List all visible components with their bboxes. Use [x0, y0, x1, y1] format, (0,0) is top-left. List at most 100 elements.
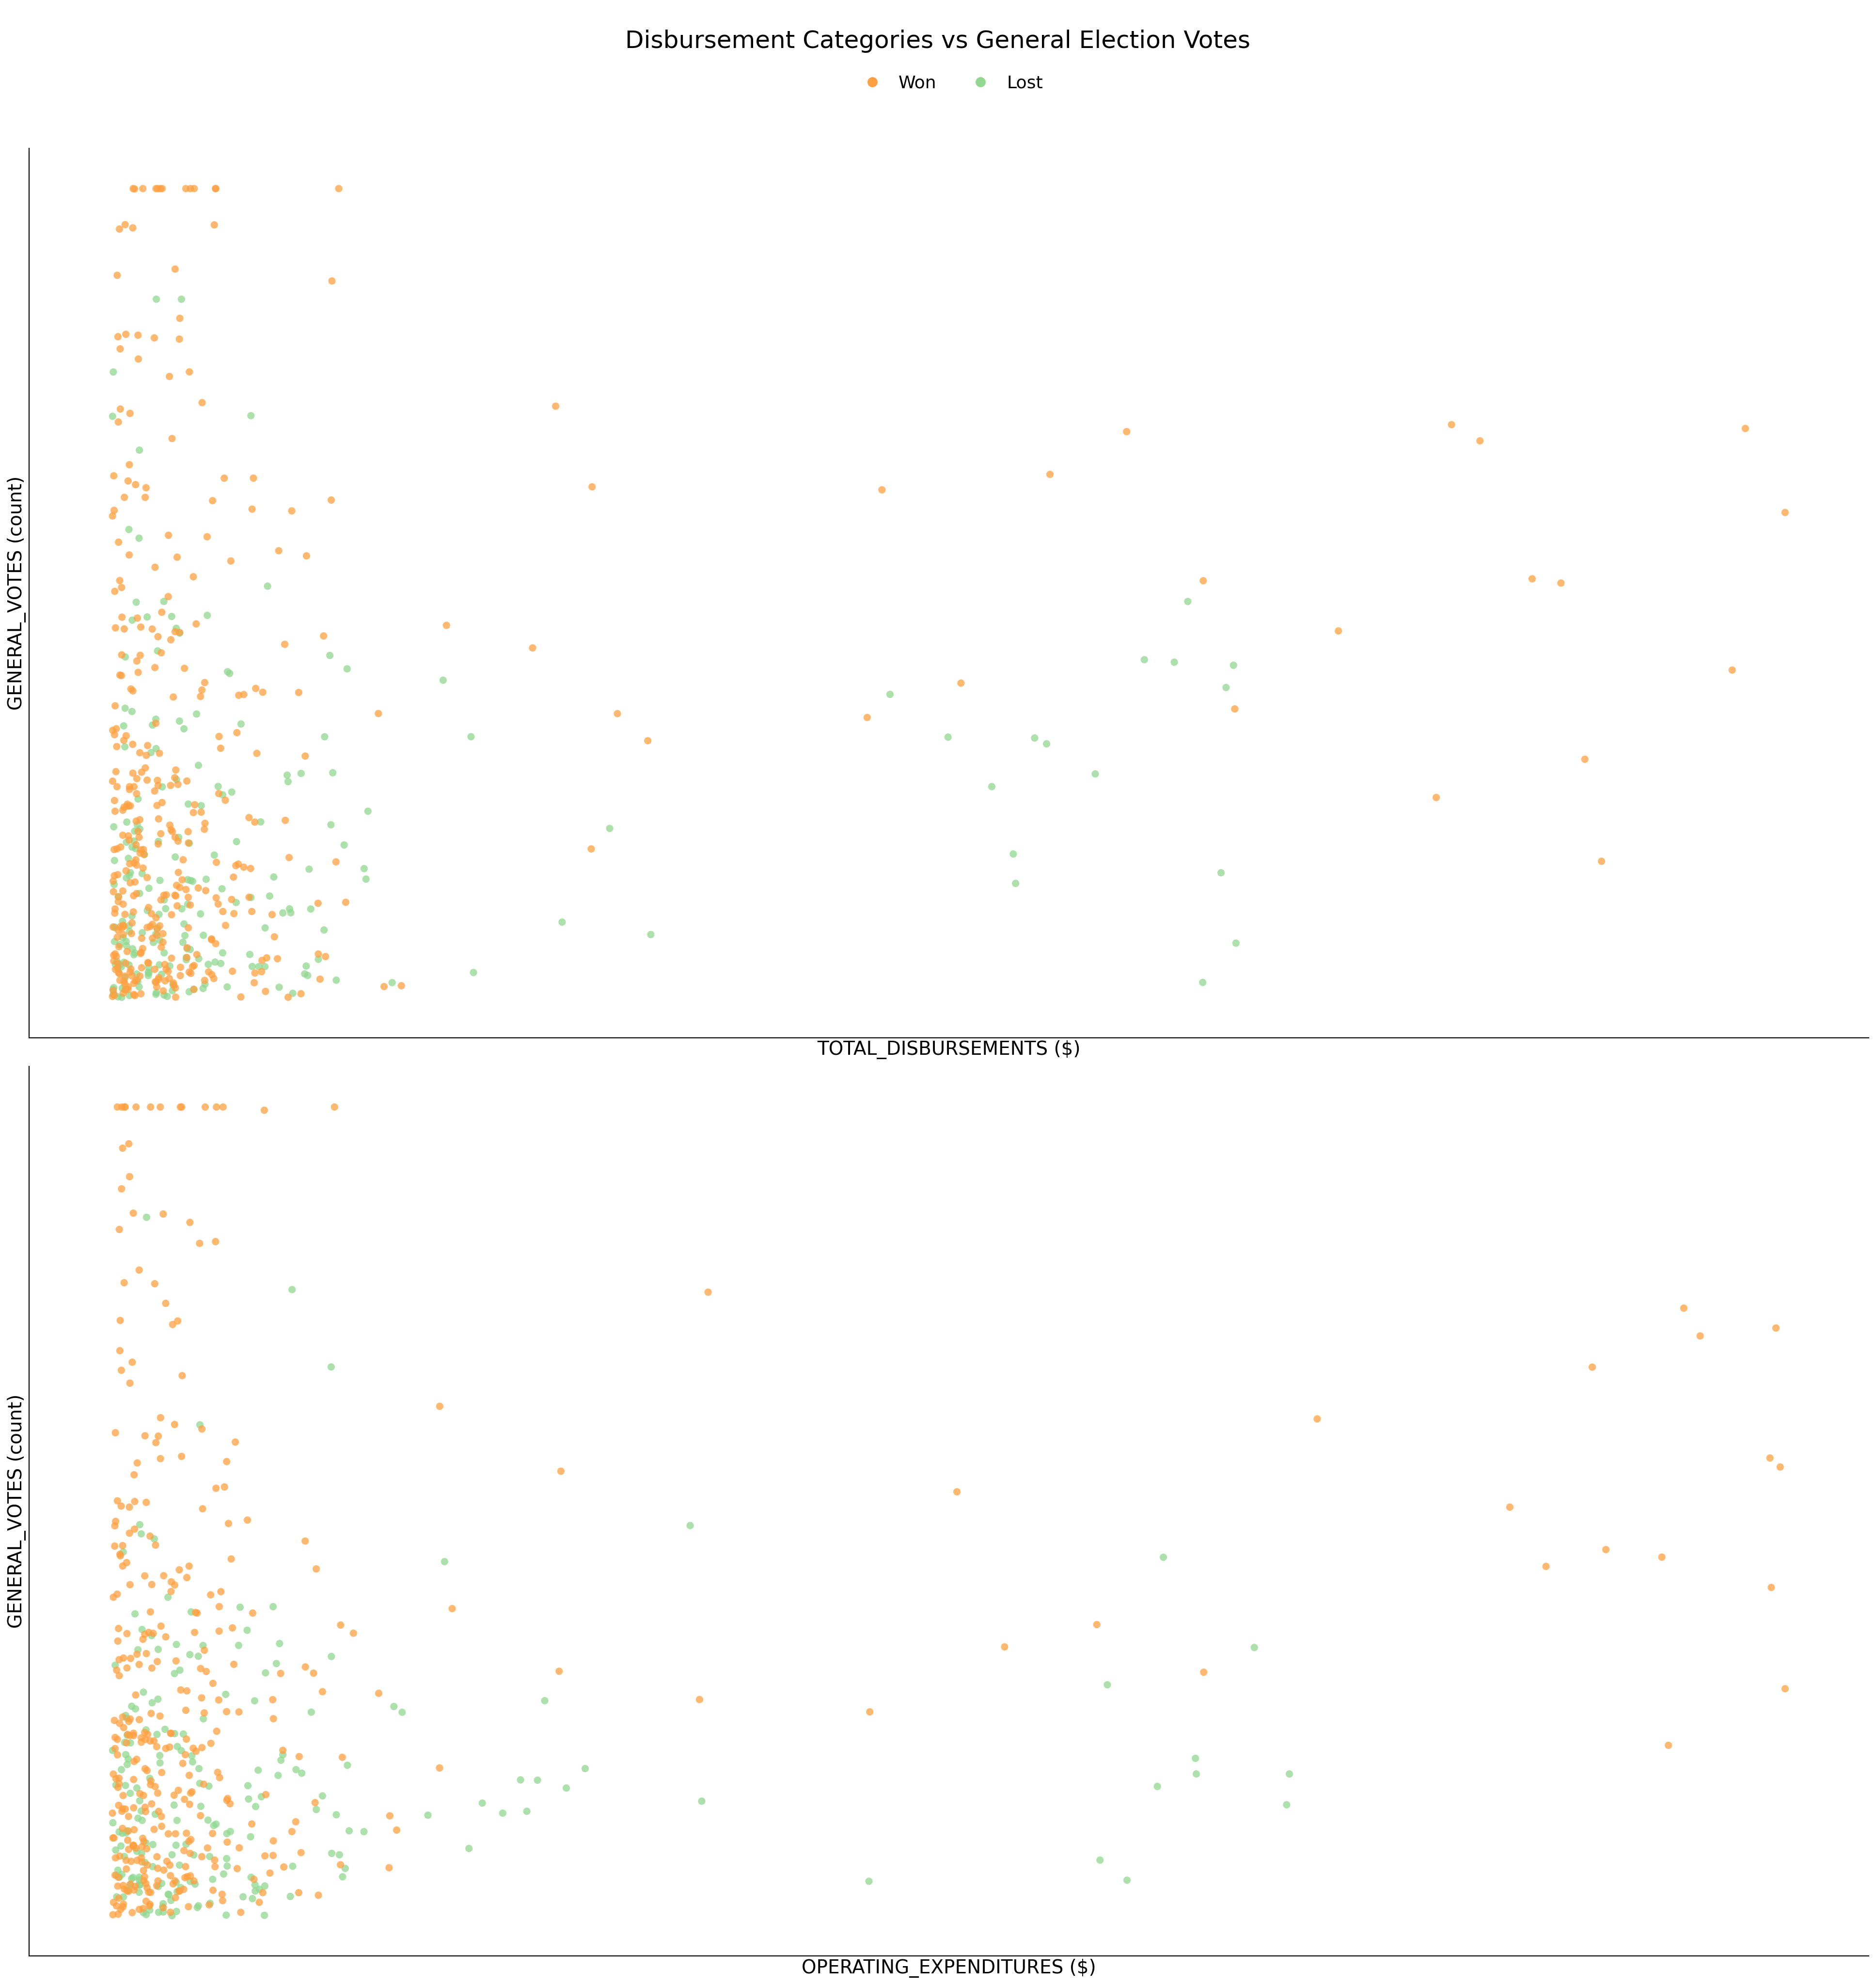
Point [193, 957, 223, 989]
Point [158, 1868, 188, 1900]
Point [103, 1092, 133, 1124]
Point [184, 1227, 214, 1258]
Point [113, 842, 143, 873]
Point [1182, 1759, 1212, 1790]
Point [133, 1850, 163, 1882]
Point [1081, 758, 1111, 790]
Point [101, 730, 131, 762]
Point [375, 1800, 405, 1832]
Point [109, 792, 139, 824]
Point [129, 1419, 159, 1451]
Point [266, 1657, 296, 1689]
Point [184, 1767, 214, 1798]
Point [99, 1650, 129, 1681]
Point [107, 659, 137, 691]
Point [116, 1642, 146, 1673]
Point [111, 1727, 141, 1759]
Point [150, 1733, 180, 1765]
Point [113, 1618, 143, 1650]
Point [156, 1717, 186, 1749]
Point [210, 1471, 240, 1503]
Point [156, 1566, 186, 1598]
Point [122, 965, 152, 996]
Point [206, 1878, 236, 1910]
Point [158, 975, 188, 1006]
Point [173, 828, 203, 860]
Point [146, 1401, 176, 1433]
Point [131, 1832, 161, 1864]
Point [107, 1858, 137, 1890]
Point [116, 1346, 146, 1378]
Point [257, 1683, 287, 1715]
Point [201, 1473, 231, 1505]
Point [274, 766, 304, 798]
Point [167, 893, 197, 925]
Point [1437, 409, 1467, 441]
Point [141, 1427, 171, 1459]
X-axis label: OPERATING_EXPENDITURES ($): OPERATING_EXPENDITURES ($) [801, 1959, 1096, 1977]
Point [135, 1894, 165, 1925]
Point [118, 1197, 148, 1229]
Point [118, 1745, 148, 1777]
Point [98, 715, 128, 746]
Point [1274, 1759, 1304, 1790]
Point [116, 832, 146, 863]
Point [364, 697, 394, 728]
Point [349, 854, 379, 885]
Point [304, 939, 334, 971]
Point [176, 1596, 206, 1628]
Point [99, 494, 129, 526]
Point [998, 838, 1028, 869]
Point [522, 1765, 552, 1796]
Point [233, 1614, 263, 1646]
Point [133, 1616, 163, 1648]
Point [103, 860, 133, 891]
Point [109, 921, 139, 953]
Point [135, 1521, 165, 1552]
Point [1570, 744, 1600, 776]
Point [114, 774, 144, 806]
Point [111, 693, 141, 725]
Point [1240, 1632, 1270, 1663]
Point [143, 1646, 173, 1677]
Point [250, 1870, 280, 1902]
Point [189, 1769, 219, 1800]
Point [133, 947, 163, 979]
Point [154, 955, 184, 987]
Point [118, 979, 148, 1010]
Point [154, 963, 184, 994]
Point [144, 1796, 174, 1828]
Point [131, 1487, 161, 1519]
Point [129, 482, 159, 514]
Point [174, 1788, 204, 1820]
Point [98, 500, 128, 532]
Point [113, 1719, 143, 1751]
Point [111, 929, 141, 961]
Point [143, 1866, 173, 1898]
Point [111, 318, 141, 349]
Point [143, 1419, 173, 1451]
Point [174, 1826, 204, 1858]
Point [103, 1898, 133, 1929]
Point [244, 1755, 274, 1786]
Point [109, 919, 139, 951]
Point [144, 949, 174, 981]
Point [1531, 1550, 1561, 1582]
Point [225, 1832, 255, 1864]
Point [173, 889, 203, 921]
Point [326, 1610, 356, 1642]
Point [101, 834, 131, 865]
Point [180, 1596, 210, 1628]
Point [105, 1538, 135, 1570]
Point [118, 756, 148, 788]
Point [180, 1616, 210, 1648]
Point [199, 1874, 229, 1906]
Point [114, 449, 144, 480]
Point [176, 957, 206, 989]
Point [1647, 1540, 1677, 1572]
Point [120, 844, 150, 875]
Point [334, 1814, 364, 1846]
Point [268, 1735, 298, 1767]
Point [103, 1854, 133, 1886]
Point [116, 1868, 146, 1900]
